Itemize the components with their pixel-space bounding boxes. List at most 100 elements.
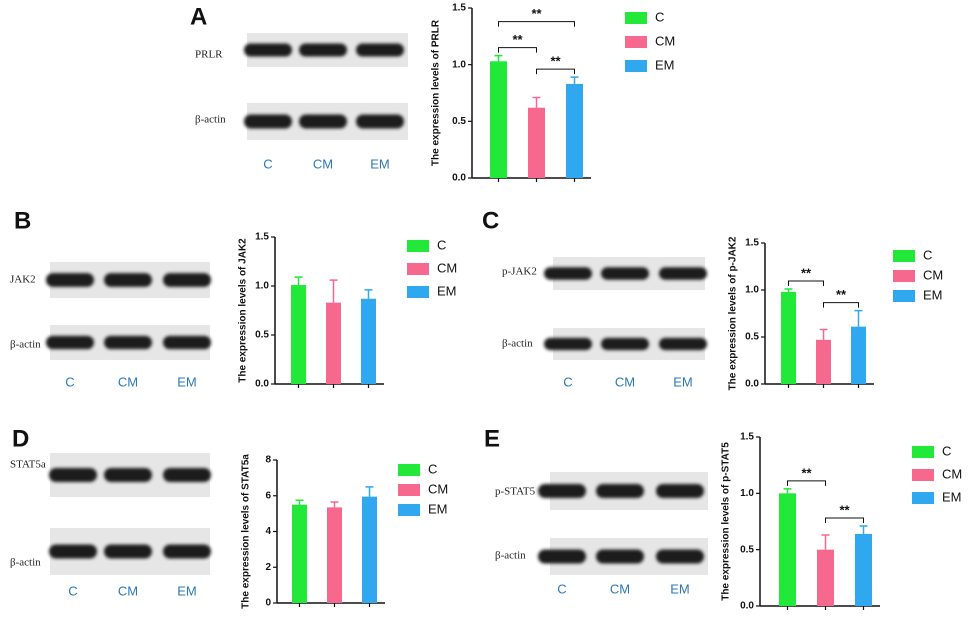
legend-swatch [893, 290, 915, 302]
legend-swatch [398, 464, 420, 476]
legend-swatch [893, 250, 915, 262]
y-tick-label: 1.0 [745, 285, 759, 296]
legend-swatch [398, 504, 420, 516]
y-tick-label: 0.5 [255, 330, 269, 341]
legend-label: CM [437, 260, 457, 275]
sig-bracket [498, 21, 575, 27]
blot-band [49, 544, 97, 559]
y-tick-label: 0.0 [745, 379, 759, 390]
legend-label: EM [437, 283, 457, 298]
y-tick-label: 0.0 [452, 173, 466, 184]
blot-band [544, 267, 592, 280]
blot-band [601, 337, 649, 351]
blot-band [538, 549, 586, 564]
y-tick-label: 0.0 [740, 601, 754, 612]
lane-label: EM [177, 374, 197, 389]
legend-swatch [912, 446, 934, 458]
sig-label: ** [801, 265, 812, 280]
blot-band [46, 273, 94, 287]
blot-band [244, 114, 292, 129]
sig-bracket [787, 480, 826, 486]
lane-label: CM [615, 374, 635, 389]
lane-label: C [68, 583, 77, 598]
blot-band [49, 468, 97, 482]
bar [291, 285, 306, 384]
lane-label: C [557, 581, 566, 596]
sig-label: ** [801, 465, 812, 480]
lane-label: EM [673, 374, 693, 389]
bar [327, 507, 342, 603]
lane-label: EM [177, 583, 197, 598]
y-tick-label: 1.0 [452, 59, 466, 70]
bar [851, 326, 866, 384]
blot-band [163, 468, 211, 482]
error-bar [783, 488, 792, 494]
blot-band [656, 549, 704, 564]
bar [361, 298, 376, 384]
y-tick-label: 0.5 [745, 332, 759, 343]
blot-band [538, 484, 586, 498]
y-tick-label: 1.5 [745, 238, 759, 249]
panel-letter: B [14, 207, 31, 234]
blot-band [163, 273, 211, 287]
legend-label: C [437, 237, 446, 252]
bar [781, 291, 796, 384]
y-axis-label: The expression levels of PRLR [431, 19, 442, 166]
sig-bracket [498, 47, 537, 53]
sig-label: ** [836, 287, 847, 302]
y-tick-label: 0 [265, 598, 271, 609]
legend-swatch [625, 12, 647, 24]
error-bar [859, 525, 868, 534]
sig-label: ** [512, 32, 523, 47]
y-tick-label: 2 [265, 562, 271, 573]
legend-swatch [407, 263, 429, 275]
blot-band [104, 273, 152, 287]
blot-band [104, 544, 152, 559]
blot-label: β-actin [195, 114, 226, 126]
legend-swatch [407, 286, 429, 298]
bar [566, 83, 583, 178]
bar [528, 107, 545, 178]
blot-label: β-actin [495, 550, 526, 562]
y-axis-label: The expression levels of STAT5a [241, 454, 252, 609]
legend-label: EM [942, 489, 962, 504]
y-axis-label: The expression levels of JAK2 [238, 238, 249, 383]
legend-swatch [398, 484, 420, 496]
legend-swatch [625, 60, 647, 72]
y-tick-label: 1.5 [255, 232, 269, 243]
blot-band [356, 43, 404, 57]
legend-label: CM [942, 466, 962, 481]
sig-label: ** [550, 54, 561, 69]
error-bar [821, 534, 830, 550]
bar [816, 339, 831, 384]
y-tick-label: 1.5 [740, 432, 754, 443]
legend-label: EM [428, 501, 448, 516]
bar [490, 61, 507, 179]
legend-label: C [942, 443, 951, 458]
bar [855, 533, 872, 606]
bar [817, 549, 834, 606]
bar [292, 504, 307, 603]
legend-label: CM [923, 267, 943, 282]
blot-band [601, 267, 649, 280]
legend-label: C [428, 461, 437, 476]
y-tick-label: 4 [265, 526, 271, 537]
blot-label: β-actin [10, 339, 41, 351]
blot-band [596, 549, 644, 564]
y-tick-label: 1.5 [452, 3, 466, 14]
blot-label: p-JAK2 [502, 266, 537, 278]
bar [326, 302, 341, 384]
error-bar [294, 276, 303, 286]
blot-label: β-actin [10, 557, 41, 569]
y-tick-label: 0.0 [255, 379, 269, 390]
blot-label: PRLR [195, 49, 223, 61]
blot-band [299, 43, 347, 57]
legend-swatch [893, 270, 915, 282]
error-bar [570, 76, 579, 84]
error-bar [364, 289, 373, 299]
lane-label: EM [670, 581, 690, 596]
y-tick-label: 0.5 [452, 116, 466, 127]
blot-label: β-actin [502, 338, 533, 350]
error-bar [295, 499, 304, 505]
lane-label: C [65, 374, 74, 389]
